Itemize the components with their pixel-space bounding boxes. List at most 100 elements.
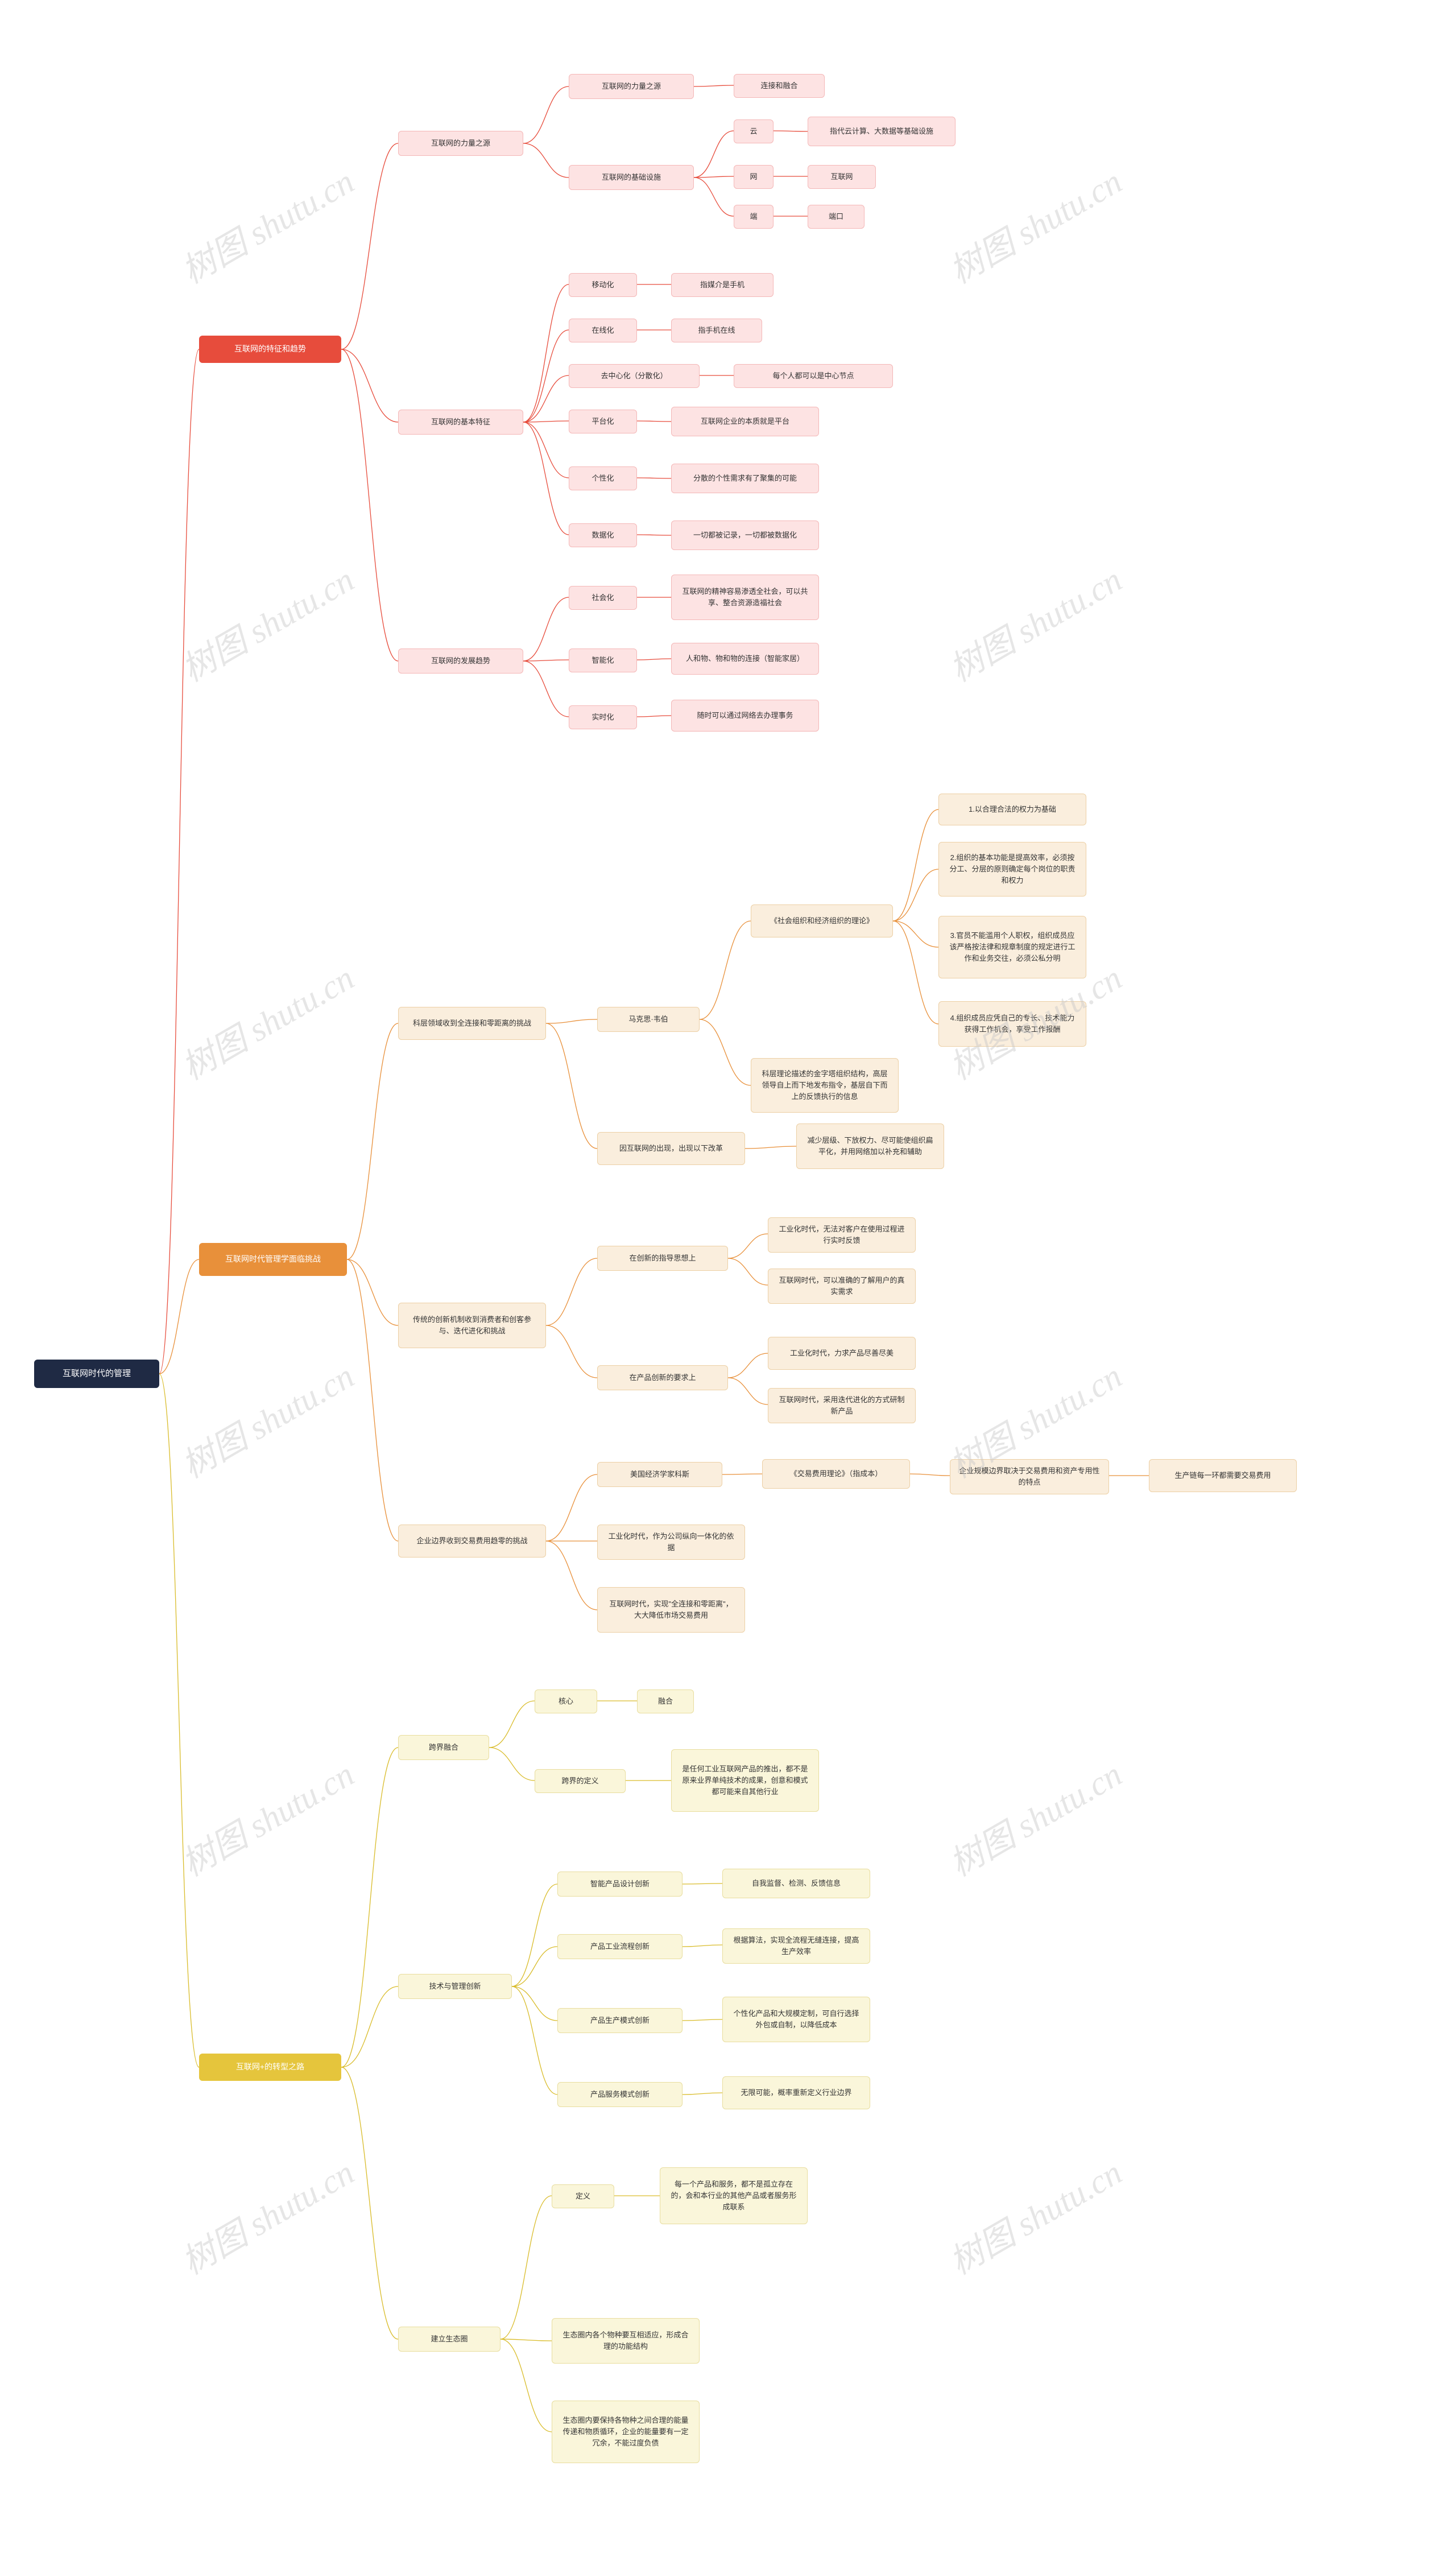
edge-o1b-o1b2: [546, 1325, 597, 1378]
mindmap-node-r1a2b[interactable]: 网: [734, 165, 774, 189]
mindmap-node-y1c2[interactable]: 生态圈内各个物种要互相适应，形成合理的功能结构: [552, 2318, 700, 2364]
mindmap-node-r1c[interactable]: 互联网的发展趋势: [398, 648, 523, 674]
mindmap-node-o1c3[interactable]: 互联网时代，实现"全连接和零距离"，大大降低市场交易费用: [597, 1587, 745, 1633]
mindmap-node-o1a[interactable]: 科层领域收到全连接和零距离的挑战: [398, 1007, 546, 1040]
mindmap-node-r1b4[interactable]: 平台化: [569, 410, 637, 433]
mindmap-node-r1b2[interactable]: 在线化: [569, 319, 637, 342]
edge-o1c-o1c3: [546, 1541, 597, 1610]
mindmap-node-y1a2a[interactable]: 是任何工业互联网产品的推出，都不是原来业界单纯技术的成果，创意和模式都可能来自其…: [671, 1749, 819, 1812]
mindmap-node-o1b[interactable]: 传统的创新机制收到消费者和创客参与、迭代进化和挑战: [398, 1303, 546, 1348]
edge-r1c-r1c3: [523, 661, 569, 717]
edge-r1b4-r1b4a: [637, 421, 671, 422]
mindmap-node-o1a1b[interactable]: 科层理论描述的金字塔组织结构，高层领导自上而下地发布指令，基层自下而上的反馈执行…: [751, 1058, 899, 1113]
mindmap-node-o1b1a[interactable]: 工业化时代，无法对客户在使用过程进行实时反馈: [768, 1217, 916, 1253]
mindmap-node-o1a1a2[interactable]: 2.组织的基本功能是提高效率，必须按分工、分层的原则确定每个岗位的职责和权力: [938, 842, 1086, 897]
mindmap-node-y1b3a[interactable]: 个性化产品和大规模定制，可自行选择外包或自制，以降低成本: [722, 1997, 870, 2042]
watermark: 树图 shutu.cn: [171, 553, 362, 692]
mindmap-node-o1c1[interactable]: 美国经济学家科斯: [597, 1462, 722, 1487]
mindmap-node-r1b5[interactable]: 个性化: [569, 466, 637, 490]
mindmap-node-y1c3[interactable]: 生态圈内要保持各物种之间合理的能量传递和物质循环，企业的能量要有一定冗余，不能过…: [552, 2401, 700, 2463]
mindmap-node-o1c[interactable]: 企业边界收到交易费用趋零的挑战: [398, 1525, 546, 1558]
edge-y1-y1c: [341, 2067, 398, 2339]
mindmap-node-y1c1[interactable]: 定义: [552, 2184, 614, 2208]
mindmap-node-o1[interactable]: 互联网时代管理学面临挑战: [199, 1243, 347, 1276]
mindmap-node-y1b[interactable]: 技术与管理创新: [398, 1974, 512, 1999]
mindmap-node-o1a1a3[interactable]: 3.官员不能滥用个人职权，组织成员应该严格按法律和规章制度的规定进行工作和业务交…: [938, 916, 1086, 978]
mindmap-node-y1a[interactable]: 跨界融合: [398, 1735, 489, 1760]
edge-root-r1: [159, 349, 199, 1374]
mindmap-node-r1b3a[interactable]: 每个人都可以是中心节点: [734, 364, 893, 388]
mindmap-canvas: 互联网时代的管理互联网的特征和趋势互联网的力量之源互联网的力量之源连接和融合互联…: [0, 0, 1456, 2557]
mindmap-node-r1a1a[interactable]: 连接和融合: [734, 74, 825, 98]
mindmap-node-r1a2a[interactable]: 云: [734, 119, 774, 143]
mindmap-node-y1a1a[interactable]: 融合: [637, 1689, 694, 1713]
mindmap-node-o1b1[interactable]: 在创新的指导思想上: [597, 1246, 728, 1271]
mindmap-node-r1b2a[interactable]: 指手机在线: [671, 319, 762, 342]
mindmap-node-r1b6a[interactable]: 一切都被记录，一切都被数据化: [671, 521, 819, 550]
mindmap-node-r1a[interactable]: 互联网的力量之源: [398, 131, 523, 156]
watermark: 树图 shutu.cn: [939, 2146, 1130, 2285]
mindmap-node-r1[interactable]: 互联网的特征和趋势: [199, 336, 341, 363]
edge-r1-r1c: [341, 349, 398, 661]
mindmap-node-o1a1a1[interactable]: 1.以合理合法的权力为基础: [938, 794, 1086, 825]
mindmap-node-o1a2[interactable]: 因互联网的出现，出现以下改革: [597, 1132, 745, 1165]
mindmap-node-r1c3[interactable]: 实时化: [569, 705, 637, 729]
mindmap-node-o1a1a4[interactable]: 4.组织成员应凭自己的专长、技术能力获得工作机会，享受工作报酬: [938, 1001, 1086, 1047]
edge-r1a-r1a1: [523, 86, 569, 143]
mindmap-node-y1a1[interactable]: 核心: [535, 1689, 597, 1713]
mindmap-node-y1b2[interactable]: 产品工业流程创新: [557, 1934, 682, 1959]
mindmap-node-o1b2[interactable]: 在产品创新的要求上: [597, 1365, 728, 1390]
mindmap-node-r1a2b1[interactable]: 互联网: [808, 165, 876, 189]
mindmap-node-r1c2[interactable]: 智能化: [569, 648, 637, 672]
mindmap-node-o1a1[interactable]: 马克思·韦伯: [597, 1007, 700, 1032]
edge-r1c-r1c1: [523, 597, 569, 661]
mindmap-root[interactable]: 互联网时代的管理: [34, 1360, 159, 1388]
mindmap-node-r1b[interactable]: 互联网的基本特征: [398, 410, 523, 435]
mindmap-node-r1c2a[interactable]: 人和物、物和物的连接（智能家居）: [671, 643, 819, 675]
mindmap-node-r1c1a[interactable]: 互联网的精神容易渗透全社会，可以共享、整合资源造福社会: [671, 575, 819, 620]
mindmap-node-o1b2a[interactable]: 工业化时代，力求产品尽善尽美: [768, 1337, 916, 1370]
mindmap-node-r1b4a[interactable]: 互联网企业的本质就是平台: [671, 407, 819, 436]
mindmap-node-o1a1a[interactable]: 《社会组织和经济组织的理论》: [751, 904, 893, 937]
mindmap-node-y1b3[interactable]: 产品生产模式创新: [557, 2008, 682, 2033]
mindmap-node-y1b1a[interactable]: 自我监督、检测、反馈信息: [722, 1869, 870, 1898]
mindmap-node-y1c1a[interactable]: 每一个产品和服务，都不是孤立存在的，会和本行业的其他产品或者服务形成联系: [660, 2167, 808, 2224]
mindmap-node-r1a2c[interactable]: 端: [734, 205, 774, 229]
mindmap-node-r1b1a[interactable]: 指媒介是手机: [671, 273, 774, 297]
edge-o1-o1b: [347, 1259, 398, 1325]
mindmap-node-o1b1b[interactable]: 互联网时代，可以准确的了解用户的真实需求: [768, 1269, 916, 1304]
mindmap-node-o1c1a[interactable]: 《交易费用理论》（指成本）: [762, 1459, 910, 1489]
edge-o1b1-o1b1b: [728, 1258, 768, 1285]
mindmap-node-o1c1a1[interactable]: 企业规模边界取决于交易费用和资产专用性的特点: [950, 1459, 1109, 1494]
watermark: 树图 shutu.cn: [171, 1748, 362, 1886]
mindmap-node-r1b1[interactable]: 移动化: [569, 273, 637, 297]
mindmap-node-y1b2a[interactable]: 根据算法，实现全流程无缝连接，提高生产效率: [722, 1928, 870, 1964]
mindmap-node-y1[interactable]: 互联网+的转型之路: [199, 2054, 341, 2081]
edge-r1c2-r1c2a: [637, 659, 671, 660]
mindmap-node-r1b6[interactable]: 数据化: [569, 523, 637, 547]
mindmap-node-r1a2[interactable]: 互联网的基础设施: [569, 165, 694, 190]
watermark: 树图 shutu.cn: [171, 1349, 362, 1488]
mindmap-node-r1a2a1[interactable]: 指代云计算、大数据等基础设施: [808, 117, 956, 146]
mindmap-node-y1b4a[interactable]: 无限可能，概率重新定义行业边界: [722, 2076, 870, 2109]
mindmap-node-o1a2a[interactable]: 减少层级、下放权力、尽可能使组织扁平化，并用网络加以补充和辅助: [796, 1123, 944, 1169]
mindmap-node-y1b4[interactable]: 产品服务模式创新: [557, 2082, 682, 2107]
mindmap-node-r1b5a[interactable]: 分散的个性需求有了聚集的可能: [671, 464, 819, 493]
edge-r1c-r1c2: [523, 660, 569, 661]
mindmap-node-o1c1a1a[interactable]: 生产链每一环都需要交易费用: [1149, 1459, 1297, 1492]
mindmap-node-y1b1[interactable]: 智能产品设计创新: [557, 1872, 682, 1897]
mindmap-node-y1a2[interactable]: 跨界的定义: [535, 1769, 626, 1793]
mindmap-node-y1c[interactable]: 建立生态圈: [398, 2327, 500, 2352]
mindmap-node-r1a1[interactable]: 互联网的力量之源: [569, 74, 694, 99]
mindmap-node-r1c1[interactable]: 社会化: [569, 586, 637, 610]
mindmap-node-r1c3a[interactable]: 随时可以通过网络去办理事务: [671, 700, 819, 732]
mindmap-node-r1a2c1[interactable]: 端口: [808, 205, 864, 229]
mindmap-node-o1c2[interactable]: 工业化时代，作为公司纵向一体化的依据: [597, 1525, 745, 1560]
edge-o1-o1c: [347, 1259, 398, 1541]
mindmap-node-o1b2b[interactable]: 互联网时代，采用迭代进化的方式研制新产品: [768, 1388, 916, 1423]
edge-r1a1-r1a1a: [694, 85, 734, 86]
edge-o1a1-o1a1b: [700, 1019, 751, 1085]
mindmap-node-r1b3[interactable]: 去中心化（分散化）: [569, 364, 700, 388]
edge-root-y1: [159, 1374, 199, 2067]
edge-r1a2-r1a2a: [694, 131, 734, 177]
